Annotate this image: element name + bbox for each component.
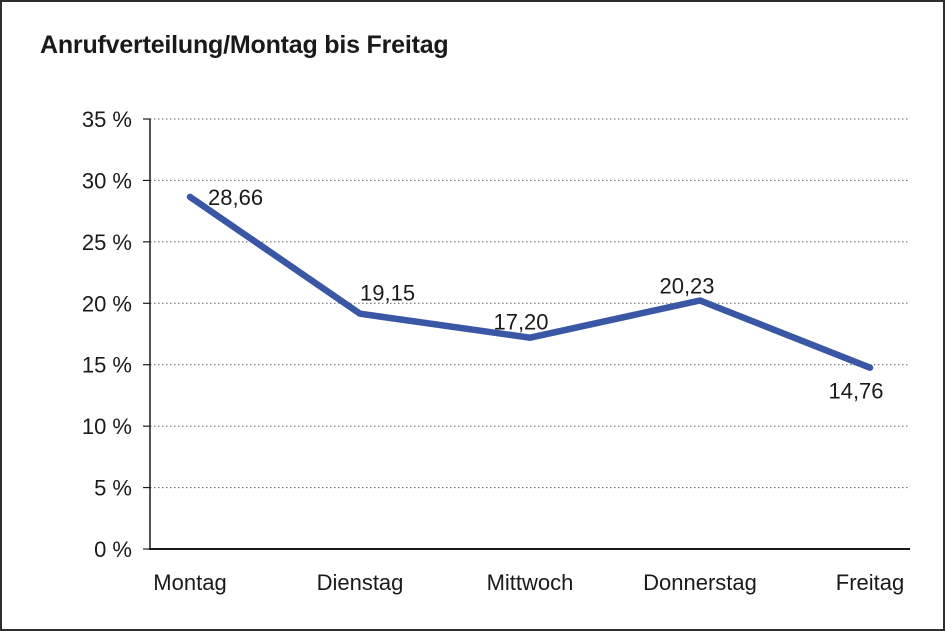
x-axis-category-label: Mittwoch bbox=[487, 570, 574, 595]
data-point-label: 14,76 bbox=[828, 379, 883, 404]
x-axis-category-label: Dienstag bbox=[317, 570, 404, 595]
data-point-label: 20,23 bbox=[659, 274, 714, 299]
x-axis-category-label: Freitag bbox=[836, 570, 904, 595]
y-axis-tick-label: 15 % bbox=[82, 353, 132, 378]
y-axis-tick-label: 25 % bbox=[82, 230, 132, 255]
y-axis-tick-label: 35 % bbox=[82, 107, 132, 132]
data-point-label: 17,20 bbox=[493, 310, 548, 335]
y-axis-tick-label: 20 % bbox=[82, 291, 132, 316]
y-axis-tick-label: 30 % bbox=[82, 168, 132, 193]
y-axis-tick-label: 10 % bbox=[82, 414, 132, 439]
x-axis-category-label: Donnerstag bbox=[643, 570, 757, 595]
data-series-line bbox=[186, 193, 874, 371]
data-point-label: 28,66 bbox=[208, 185, 263, 210]
x-axis-category-label: Montag bbox=[153, 570, 226, 595]
data-point-label: 19,15 bbox=[360, 281, 415, 306]
chart-title: Anrufverteilung/Montag bis Freitag bbox=[40, 31, 449, 59]
y-axis-tick-label: 0 % bbox=[94, 537, 132, 562]
y-axis-tick-label: 5 % bbox=[94, 476, 132, 501]
